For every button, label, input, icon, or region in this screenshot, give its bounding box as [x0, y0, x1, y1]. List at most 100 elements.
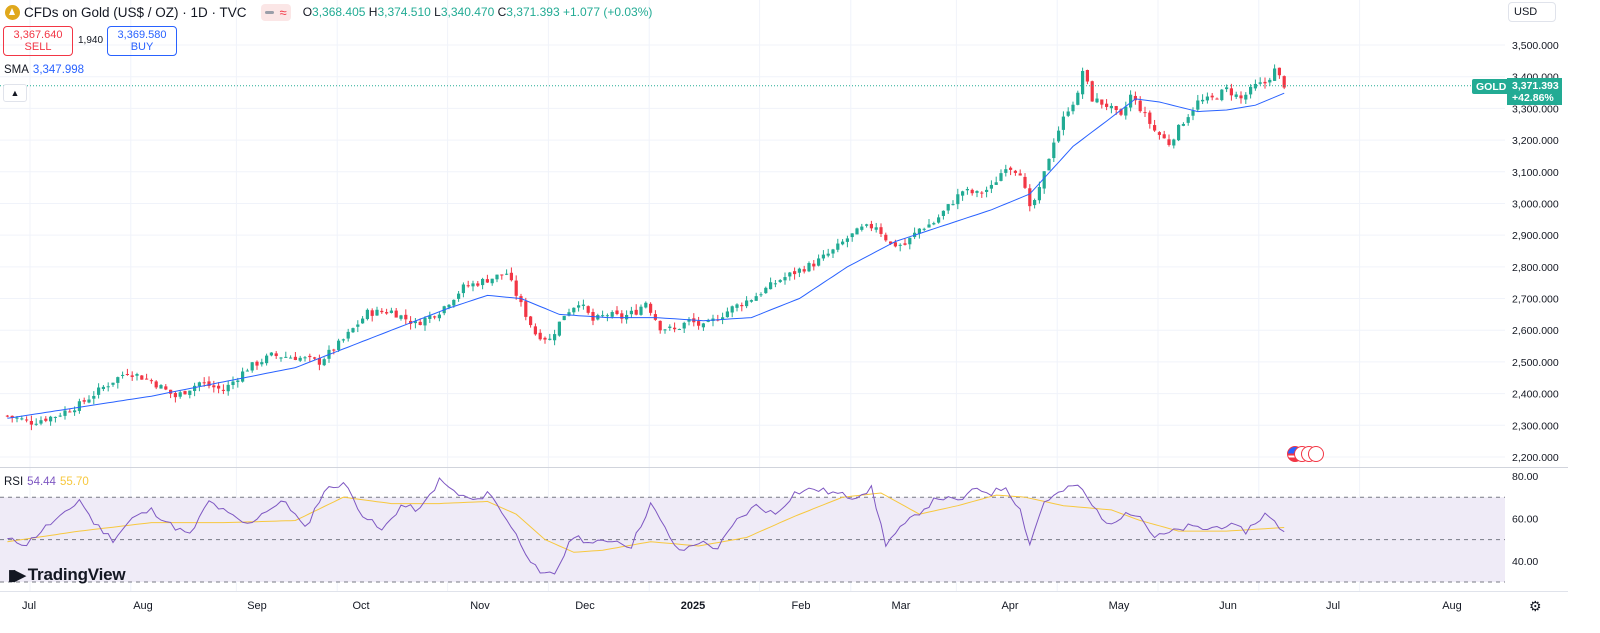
- candle-body: [908, 237, 912, 245]
- candle-body: [1205, 96, 1209, 101]
- candle: [1225, 84, 1229, 93]
- candle: [1047, 158, 1051, 171]
- candle: [1071, 101, 1075, 115]
- candle: [5, 414, 9, 418]
- candle-body: [1009, 167, 1013, 170]
- candle-body: [183, 391, 187, 395]
- candle: [668, 324, 672, 331]
- candle-body: [447, 304, 451, 308]
- candle-body: [1191, 110, 1195, 116]
- rsi-legend[interactable]: RSI 54.44 55.70: [4, 476, 89, 488]
- candle-body: [970, 189, 974, 194]
- candle: [577, 301, 581, 312]
- candle: [965, 186, 969, 195]
- candle-body: [706, 320, 710, 322]
- candle: [361, 316, 365, 324]
- candle-body: [802, 269, 806, 272]
- candle: [677, 328, 681, 330]
- candle: [1268, 77, 1272, 87]
- candle: [913, 227, 917, 240]
- sell-label: SELL: [24, 41, 52, 53]
- sma-legend[interactable]: SMA 3,347.998: [4, 64, 84, 76]
- candle: [989, 180, 993, 194]
- candle: [970, 188, 974, 196]
- candle: [298, 355, 302, 363]
- candle: [188, 390, 192, 399]
- candle: [519, 293, 523, 307]
- symbol-title[interactable]: CFDs on Gold (US$ / OZ) · 1D · TVC: [24, 4, 247, 20]
- market-status-pill[interactable]: ≈: [260, 3, 291, 21]
- candle: [855, 227, 859, 235]
- candle-body: [188, 390, 192, 395]
- candle: [207, 376, 211, 389]
- candle-body: [1076, 92, 1080, 105]
- candle-body: [961, 191, 965, 196]
- sell-button[interactable]: 3,367.640 SELL: [3, 26, 73, 56]
- time-tick-label: 2025: [681, 600, 705, 612]
- candle-body: [841, 241, 845, 245]
- currency-selector[interactable]: USD: [1508, 2, 1556, 22]
- candle: [380, 308, 384, 314]
- candle: [385, 308, 389, 315]
- candle: [154, 380, 158, 390]
- gear-icon[interactable]: ⚙: [1529, 598, 1542, 614]
- candle-body: [682, 322, 686, 329]
- candle-body: [1109, 105, 1113, 109]
- candle: [346, 328, 350, 342]
- candle: [749, 299, 753, 303]
- high-value: 3,374.510: [377, 5, 431, 19]
- collapse-legend-button[interactable]: ▲: [3, 84, 27, 102]
- candle: [173, 391, 177, 403]
- candle-body: [807, 263, 811, 272]
- candle-body: [317, 357, 321, 365]
- candle: [797, 267, 801, 278]
- candle: [788, 271, 792, 281]
- candle: [183, 390, 187, 395]
- candle-body: [34, 423, 38, 425]
- candle: [1177, 124, 1181, 142]
- candle-body: [226, 384, 230, 392]
- candle-body: [821, 254, 825, 259]
- rsi-tick-label: 40.00: [1512, 556, 1538, 568]
- time-tick-label: Oct: [352, 600, 369, 612]
- candle-body: [322, 359, 326, 366]
- candle-body: [140, 375, 144, 380]
- candle-body: [1244, 94, 1248, 100]
- candle: [423, 316, 427, 331]
- candle-body: [1004, 169, 1008, 173]
- candle: [365, 308, 369, 321]
- candle: [716, 314, 720, 322]
- candle-body: [461, 284, 465, 294]
- time-tick-label: May: [1109, 600, 1130, 612]
- candle-body: [135, 374, 139, 376]
- candle: [1191, 107, 1195, 121]
- candle: [130, 371, 134, 381]
- candle-body: [562, 315, 566, 321]
- candle-body: [73, 410, 77, 413]
- time-tick-label: Aug: [1442, 600, 1462, 612]
- candle-body: [490, 278, 494, 284]
- economic-events[interactable]: [1287, 446, 1324, 462]
- candle: [1239, 91, 1243, 104]
- candle: [509, 267, 513, 282]
- candle: [874, 222, 878, 233]
- candle-body: [5, 415, 9, 417]
- candle: [140, 375, 144, 380]
- candle-body: [428, 315, 432, 319]
- candle: [164, 384, 168, 391]
- buy-button[interactable]: 3,369.580 BUY: [107, 26, 177, 56]
- candle-body: [245, 370, 249, 372]
- candle-body: [937, 217, 941, 223]
- price-tick-label: 3,500.000: [1512, 40, 1559, 52]
- candle-body: [149, 380, 153, 382]
- candle-body: [884, 234, 888, 241]
- tradingview-logo[interactable]: ▮▶ TradingView: [8, 565, 126, 585]
- candle-body: [145, 378, 149, 380]
- candle-body: [77, 401, 81, 411]
- candle: [457, 291, 461, 302]
- candle-body: [601, 315, 605, 317]
- candle-body: [927, 224, 931, 228]
- last-price-tag: 3,371.393 +42.86%: [1507, 78, 1562, 105]
- candle: [1263, 77, 1267, 89]
